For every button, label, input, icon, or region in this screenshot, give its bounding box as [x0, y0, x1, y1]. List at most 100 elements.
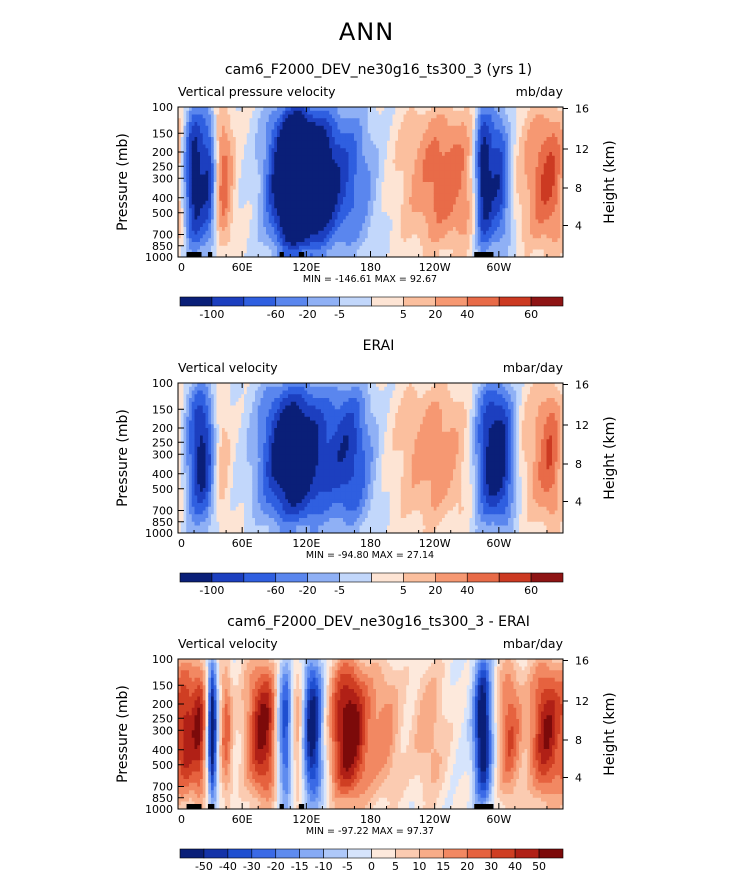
- heatmap-cell: [321, 133, 325, 138]
- heatmap-cell: [285, 137, 289, 142]
- heatmap-cell: [238, 107, 242, 112]
- heatmap-cell: [288, 193, 292, 198]
- heatmap-cell: [464, 114, 468, 119]
- heatmap-cell: [191, 144, 195, 149]
- heatmap-cell: [406, 208, 410, 213]
- heatmap-cell: [178, 189, 182, 194]
- heatmap-cell: [211, 159, 215, 164]
- heatmap-cell: [340, 155, 344, 160]
- heatmap-cell: [461, 245, 465, 250]
- heatmap-cell: [293, 110, 297, 115]
- heatmap-cell: [447, 155, 451, 160]
- heatmap-cell: [414, 163, 418, 168]
- heatmap-cell: [384, 193, 388, 198]
- heatmap-cell: [367, 189, 371, 194]
- heatmap-cell: [205, 137, 209, 142]
- heatmap-cell: [450, 245, 454, 250]
- heatmap-cell: [486, 182, 490, 187]
- heatmap-cell: [373, 114, 377, 119]
- heatmap-cell: [365, 253, 369, 258]
- heatmap-cell: [345, 140, 349, 145]
- heatmap-cell: [392, 197, 396, 202]
- heatmap-cell: [271, 144, 275, 149]
- heatmap-cell: [216, 242, 220, 247]
- heatmap-cell: [186, 114, 190, 119]
- heatmap-cell: [472, 234, 476, 239]
- heatmap-cell: [238, 182, 242, 187]
- heatmap-cell: [227, 148, 231, 153]
- heatmap-cell: [288, 114, 292, 119]
- heatmap-cell: [422, 227, 426, 232]
- heatmap-cell: [288, 253, 292, 258]
- heatmap-cell: [178, 159, 182, 164]
- heatmap-cell: [241, 219, 245, 224]
- heatmap-cell: [387, 170, 391, 175]
- heatmap-cell: [246, 125, 250, 130]
- heatmap-cell: [365, 167, 369, 172]
- heatmap-cell: [252, 140, 256, 145]
- heatmap-cell: [238, 167, 242, 172]
- heatmap-cell: [466, 234, 470, 239]
- heatmap-cell: [277, 137, 281, 142]
- heatmap-cell: [439, 230, 443, 235]
- heatmap-cell: [395, 110, 399, 115]
- heatmap-cell: [296, 163, 300, 168]
- heatmap-cell: [466, 118, 470, 123]
- heatmap-cell: [224, 212, 228, 217]
- heatmap-cell: [461, 238, 465, 243]
- heatmap-cell: [398, 215, 402, 220]
- heatmap-cell: [205, 140, 209, 145]
- heatmap-cell: [475, 249, 479, 254]
- heatmap-cell: [310, 182, 314, 187]
- heatmap-cell: [205, 129, 209, 134]
- heatmap-cell: [466, 152, 470, 157]
- heatmap-cell: [337, 140, 341, 145]
- heatmap-cell: [274, 227, 278, 232]
- heatmap-cell: [202, 129, 206, 134]
- heatmap-cell: [477, 238, 481, 243]
- heatmap-cell: [277, 107, 281, 112]
- heatmap-cell: [299, 152, 303, 157]
- heatmap-cell: [362, 215, 366, 220]
- heatmap-cell: [403, 242, 407, 247]
- heatmap-cell: [205, 118, 209, 123]
- heatmap-cell: [477, 208, 481, 213]
- heatmap-cell: [266, 174, 270, 179]
- heatmap-cell: [233, 219, 237, 224]
- heatmap-cell: [266, 182, 270, 187]
- heatmap-cell: [351, 227, 355, 232]
- heatmap-cell: [274, 137, 278, 142]
- heatmap-cell: [238, 234, 242, 239]
- heatmap-cell: [395, 215, 399, 220]
- heatmap-cell: [373, 230, 377, 235]
- heatmap-cell: [453, 163, 457, 168]
- heatmap-cell: [494, 148, 498, 153]
- heatmap-cell: [334, 238, 338, 243]
- heatmap-cell: [447, 114, 451, 119]
- heatmap-cell: [183, 200, 187, 205]
- heatmap-cell: [213, 219, 217, 224]
- heatmap-cell: [241, 155, 245, 160]
- heatmap-cell: [268, 242, 272, 247]
- heatmap-cell: [400, 253, 404, 258]
- heatmap-cell: [304, 118, 308, 123]
- heatmap-cell: [400, 193, 404, 198]
- heatmap-cell: [249, 182, 253, 187]
- heatmap-cell: [411, 107, 415, 112]
- heatmap-cell: [411, 208, 415, 213]
- heatmap-cell: [263, 137, 267, 142]
- heatmap-cell: [310, 185, 314, 190]
- heatmap-cell: [249, 107, 253, 112]
- heatmap-cell: [409, 242, 413, 247]
- heatmap-cell: [279, 193, 283, 198]
- heatmap-cell: [513, 133, 517, 138]
- heatmap-cell: [213, 249, 217, 254]
- heatmap-cell: [436, 215, 440, 220]
- heatmap-cell: [510, 159, 514, 164]
- heatmap-cell: [461, 253, 465, 258]
- heatmap-cell: [315, 227, 319, 232]
- heatmap-cell: [186, 159, 190, 164]
- heatmap-cell: [475, 245, 479, 250]
- heatmap-cell: [497, 182, 501, 187]
- heatmap-cell: [296, 140, 300, 145]
